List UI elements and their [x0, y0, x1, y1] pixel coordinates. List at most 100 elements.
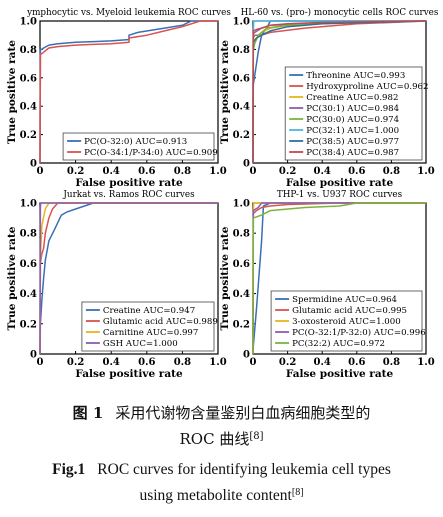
caption-en-text: ROC curves for identifying leukemia cell… — [97, 461, 391, 478]
panel-3-ytick-label: 1.0 — [20, 199, 37, 210]
panel-2-ytick-label: 1.0 — [233, 17, 250, 28]
panel-4-ylabel: True positive rate — [219, 226, 231, 330]
panel-2-legend-entry: PC(38:5) AUC=0.977 — [306, 136, 399, 147]
panel-3-ytick-label: 0.6 — [20, 259, 37, 270]
panel-1-series-line-2 — [39, 20, 218, 164]
panel-1-series-line-1 — [39, 20, 218, 164]
panel-1-xtick-label: 0 — [37, 166, 44, 177]
panel-1-ytick-label: 0.2 — [20, 130, 37, 141]
panel-2-xtick-label: 0.6 — [348, 166, 365, 177]
panel-2-legend-entry: PC(30:0) AUC=0.974 — [306, 114, 399, 125]
panel-2-title: HL-60 vs. (pro-) monocytic cells ROC cur… — [241, 7, 439, 18]
panel-3-xlabel: False positive rate — [75, 368, 183, 380]
panel-4-xtick-label: 1.0 — [417, 357, 434, 368]
panel-2-legend-entry: Threonine AUC=0.993 — [306, 71, 405, 81]
panel-3-legend-entry: Carnitine AUC=0.997 — [103, 328, 198, 338]
panel-3-xtick-label: 0.8 — [174, 357, 191, 368]
panel-2-series-line-8 — [252, 20, 427, 164]
panel-4-ytick-label: 0 — [243, 350, 250, 361]
caption-zh-label: 图 1 — [72, 404, 104, 422]
panel-1-xtick-label: 0.8 — [174, 166, 191, 177]
panel-3-ytick-label: 0 — [30, 350, 37, 361]
panel-4-ytick-label: 0.6 — [233, 259, 250, 270]
panel-2-ytick-label: 0.8 — [233, 45, 250, 56]
caption-zh-line1: 图 1 采用代谢物含量鉴别白血病细胞类型的 — [0, 402, 443, 424]
panel-2-xtick-label: 0.2 — [279, 166, 296, 177]
panel-2-legend — [284, 66, 423, 161]
panel-4-xtick-label: 0 — [250, 357, 257, 368]
panel-1-xtick-label: 0.2 — [67, 166, 84, 177]
panel-3-series-line-4 — [39, 202, 218, 355]
panel-4-xlabel: False positive rate — [286, 368, 394, 380]
panel-3-xtick-label: 0.4 — [102, 357, 119, 368]
panel-3-legend-entry: Creatine AUC=0.947 — [103, 306, 195, 316]
panel-3-ytick-label: 0.2 — [20, 319, 37, 330]
panel-4-legend-entry: PC(O-32:1/P-32:0) AUC=0.996 — [292, 327, 426, 338]
panel-1-title: ymphocytic vs. Myeloid leukemia ROC curv… — [26, 8, 231, 18]
panel-4-legend-entry: 3-oxosteroid AUC=1.000 — [292, 317, 401, 327]
panel-2-legend-entry: PC(30:1) AUC=0.984 — [306, 103, 399, 114]
panel-2-xtick-label: 0.4 — [313, 166, 330, 177]
panel-3-ylabel: True positive rate — [6, 226, 18, 330]
panel-2-legend-entry: PC(38:4) AUC=0.987 — [306, 147, 399, 158]
panel-4-legend-entry: PC(32:2) AUC=0.972 — [292, 338, 385, 349]
caption-en-line2: using metabolite content[8] — [0, 485, 443, 507]
caption-zh-text: 采用代谢物含量鉴别白血病细胞类型的 — [115, 404, 371, 422]
panel-4-xtick-label: 0.8 — [383, 357, 400, 368]
panel-4-ytick-label: 0.4 — [233, 289, 250, 300]
panel-3-series-line-1 — [39, 202, 218, 355]
panel-1-xtick-label: 0.6 — [138, 166, 155, 177]
panel-3-xtick-label: 0.2 — [67, 357, 84, 368]
panel-4-title: THP-1 vs. U937 ROC curves — [277, 190, 403, 200]
panel-3-legend-entry: GSH AUC=1.000 — [103, 339, 178, 349]
panel-2-legend-entry: Hydroxyproline AUC=0.962 — [306, 82, 428, 92]
panel-2-ylabel: True positive rate — [219, 40, 231, 144]
panel-2-ytick-label: 0.4 — [233, 102, 250, 113]
panel-1-ylabel: True positive rate — [6, 40, 18, 144]
panel-2-xtick-label: 0 — [250, 166, 257, 177]
panel-4-legend-entry: Glutamic acid AUC=0.995 — [292, 306, 407, 316]
panel-3-ytick-label: 0.8 — [20, 229, 37, 240]
panel-2-ytick-label: 0.6 — [233, 73, 250, 84]
panel-1-legend — [62, 132, 215, 161]
caption-zh-text-line2: ROC 曲线 — [179, 430, 250, 448]
panel-4-legend — [270, 290, 423, 352]
roc-figure: 0 0.2 0.4 0.6 0.8 1.000.20.40.60.81.0ymphocyt… — [6, 7, 439, 380]
panel-4-xtick-label: 0.2 — [279, 357, 296, 368]
panel-4-ytick-label: 0.8 — [233, 229, 250, 240]
panel-2-legend-entry: Creatine AUC=0.982 — [306, 93, 398, 103]
panel-4-ytick-label: 1.0 — [233, 199, 250, 210]
caption-en-text-line2: using metabolite content — [139, 487, 292, 504]
panel-3-xtick-label: 0.6 — [138, 357, 155, 368]
panel-1-legend-entry: PC(O-32:0) AUC=0.913 — [84, 136, 187, 147]
panel-2-legend-entry: PC(32:1) AUC=1.000 — [306, 125, 399, 136]
panel-4-series-line-5 — [252, 202, 426, 355]
panel-3-ytick-label: 0.4 — [20, 289, 37, 300]
panel-2-ytick-label: 0.2 — [233, 130, 250, 141]
panel-1-ytick-label: 1.0 — [20, 17, 37, 28]
caption-en-label: Fig.1 — [52, 461, 86, 478]
panel-4-ytick-label: 0.2 — [233, 319, 250, 330]
panel-1-ytick-label: 0 — [30, 159, 37, 170]
panel-4-xtick-label: 0.4 — [313, 357, 330, 368]
panel-4-xtick-label: 0.6 — [348, 357, 365, 368]
panel-3-xtick-label: 0 — [37, 357, 44, 368]
caption-en-ref: [8] — [291, 487, 304, 498]
panel-1-ytick-label: 0.8 — [20, 45, 37, 56]
panel-4-legend-entry: Spermidine AUC=0.964 — [292, 295, 397, 305]
panel-2-ytick-label: 0 — [243, 159, 250, 170]
panel-1-xlabel: False positive rate — [75, 177, 183, 189]
caption-zh-ref: [8] — [249, 431, 264, 442]
panel-2-xlabel: False positive rate — [286, 177, 394, 189]
panel-2-xtick-label: 0.8 — [383, 166, 400, 177]
panel-3-legend-entry: Glutamic acid AUC=0.989 — [103, 317, 218, 327]
panel-3-legend — [81, 301, 215, 352]
caption-zh-line2: ROC 曲线[8] — [0, 428, 443, 450]
panel-3-title: Jurkat vs. Ramos ROC curves — [62, 190, 195, 200]
panel-3-xtick-label: 1.0 — [209, 357, 226, 368]
panel-1-xtick-label: 0.4 — [102, 166, 119, 177]
panel-1-xtick-label: 1.0 — [209, 166, 226, 177]
panel-1-legend-entry: PC(O-34:1/P-34:0) AUC=0.909 — [84, 147, 218, 158]
panel-2-xtick-label: 1.0 — [417, 166, 434, 177]
panel-1-ytick-label: 0.6 — [20, 73, 37, 84]
